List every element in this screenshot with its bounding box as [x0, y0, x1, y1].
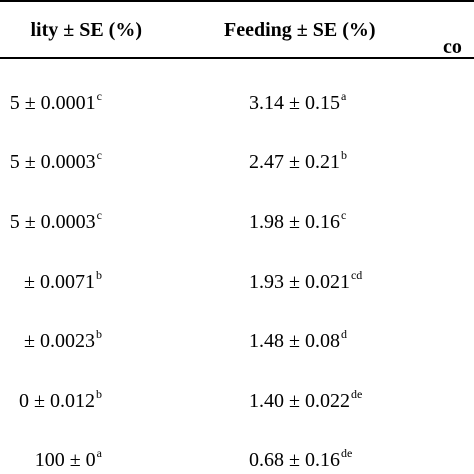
header-rule [0, 57, 474, 59]
feeding-cell: 3.14 ± 0.15a [249, 89, 347, 114]
feeding-cell: 2.47 ± 0.21b [249, 148, 347, 173]
mortality-cell: ± 0.0071b [24, 268, 102, 293]
mortality-cell: 100 ± 0a [34, 446, 102, 471]
feeding-cell: 1.93 ± 0.021cd [249, 268, 363, 293]
header-feeding: Feeding ± SE (%) [224, 19, 376, 41]
mortality-cell: 0 ± 0.012b [19, 387, 102, 412]
feeding-cell: 1.40 ± 0.022de [249, 387, 363, 412]
mortality-cell: 5 ± 0.0001c [9, 89, 102, 114]
header-consumption: co [443, 36, 462, 58]
feeding-cell: 1.98 ± 0.16c [249, 208, 347, 233]
mortality-cell: 5 ± 0.0003c [9, 208, 102, 233]
table-top-rule [0, 0, 474, 2]
header-mortality: lity ± SE (%) [30, 19, 142, 41]
mortality-cell: ± 0.0023b [24, 327, 102, 352]
mortality-cell: 5 ± 0.0003c [9, 148, 102, 173]
feeding-cell: 0.68 ± 0.16de [249, 446, 353, 471]
feeding-cell: 1.48 ± 0.08d [249, 327, 347, 352]
